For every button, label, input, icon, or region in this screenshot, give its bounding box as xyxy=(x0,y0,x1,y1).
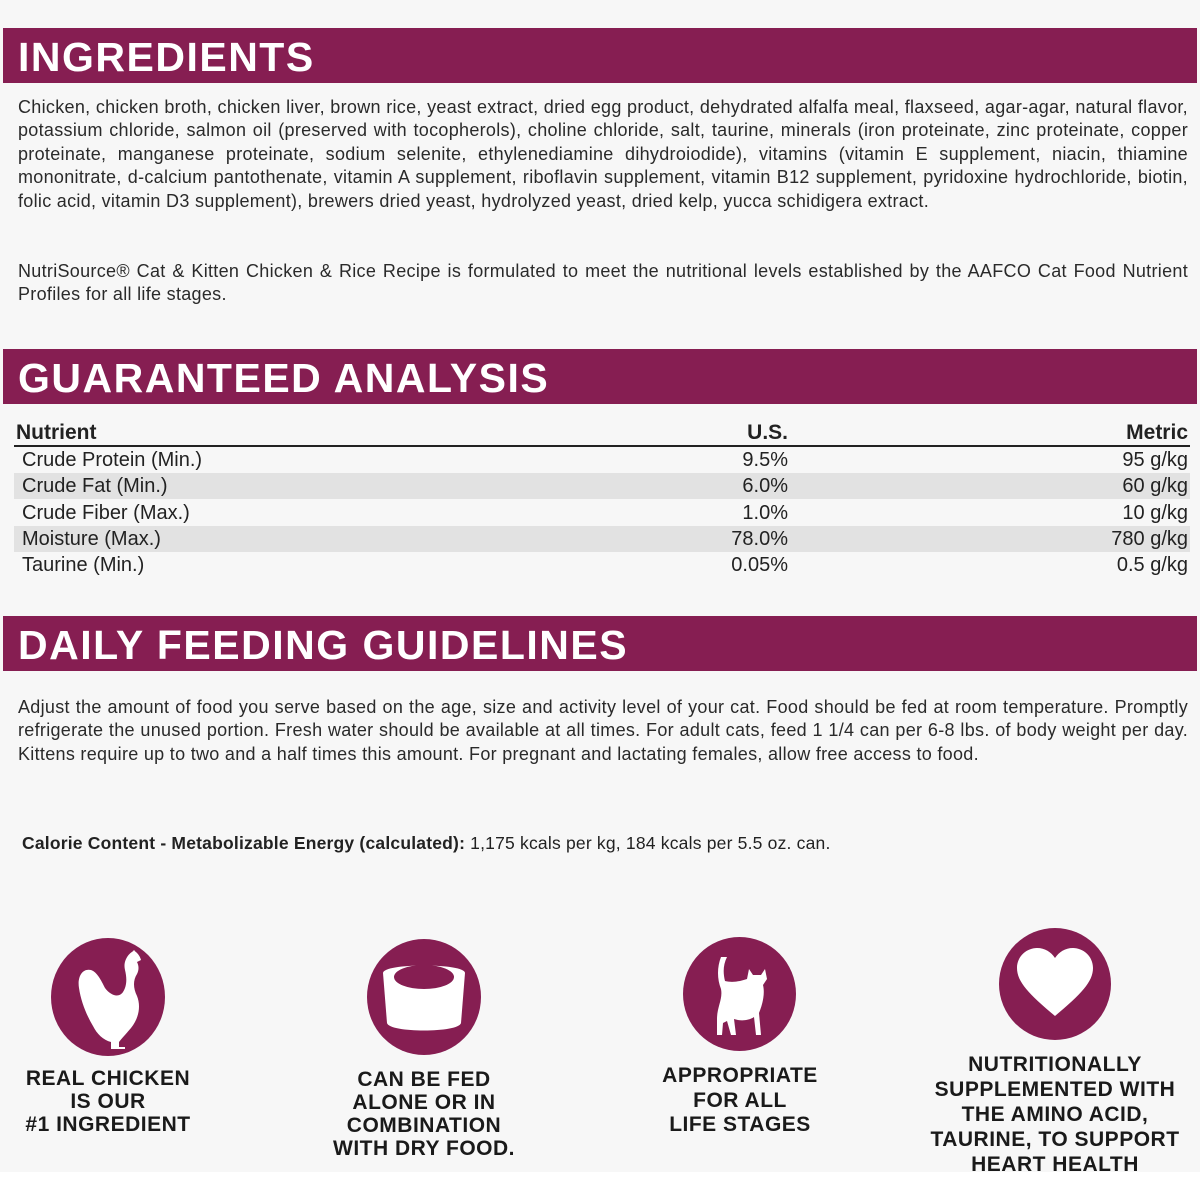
analysis-table: Nutrient U.S. Metric Crude Protein (Min.… xyxy=(14,418,1190,579)
bowl-icon xyxy=(367,939,481,1055)
label-line: APPROPRIATE xyxy=(662,1064,818,1087)
feature-label-chicken: REAL CHICKEN IS OUR #1 INGREDIENT xyxy=(0,1067,258,1136)
feeding-text: Adjust the amount of food you serve base… xyxy=(18,697,1188,764)
label-line: WITH DRY FOOD. xyxy=(333,1137,515,1160)
calorie-value: 1,175 kcals per kg, 184 kcals per 5.5 oz… xyxy=(465,833,831,853)
metric-value: 0.5 g/kg xyxy=(1116,554,1188,577)
table-header: Nutrient U.S. Metric xyxy=(14,418,1190,447)
calorie-label: Calorie Content - Metabolizable Energy (… xyxy=(22,833,466,853)
col-us: U.S. xyxy=(440,418,790,447)
feature-label-heart: NUTRITIONALLY SUPPLEMENTED WITH THE AMINO … xyxy=(905,1052,1200,1177)
nutrient-name: Taurine (Min.) xyxy=(22,554,145,577)
feature-label-bowl: CAN BE FED ALONE OR IN COMBINATION WITH DRY… xyxy=(274,1068,574,1160)
cat-icon xyxy=(683,937,796,1051)
label-line: LIFE STAGES xyxy=(669,1113,811,1136)
nutrient-name: Crude Fat (Min.) xyxy=(14,473,440,500)
label-line: NUTRITIONALLY xyxy=(968,1053,1142,1076)
table-row: Crude Fiber (Max.) 1.0% 10 g/kg xyxy=(14,499,1190,525)
analysis-heading: GUARANTEED ANALYSIS xyxy=(3,349,1197,404)
label-line: REAL CHICKEN xyxy=(25,1067,191,1090)
label-line: HEART HEALTH xyxy=(971,1153,1139,1176)
feeding-heading: DAILY FEEDING GUIDELINES xyxy=(3,616,1197,671)
aafco-statement: NutriSource® Cat & Kitten Chicken & Rice… xyxy=(18,261,1188,305)
metric-value: 780 g/kg xyxy=(790,525,1190,553)
label-line: TAURINE, TO SUPPORT xyxy=(930,1128,1180,1151)
label-line: IS OUR xyxy=(70,1090,146,1113)
label-line: SUPPLEMENTED WITH xyxy=(934,1078,1176,1101)
feature-label-cat: APPROPRIATE FOR ALL LIFE STAGES xyxy=(590,1064,890,1138)
label-line: THE AMINO ACID, xyxy=(961,1103,1149,1126)
col-metric: Metric xyxy=(790,418,1190,447)
metric-value: 60 g/kg xyxy=(790,473,1190,500)
us-value: 6.0% xyxy=(440,473,790,500)
calorie-content: Calorie Content - Metabolizable Energy (… xyxy=(22,833,831,854)
chicken-icon xyxy=(51,938,165,1056)
label-line: ALONE OR IN xyxy=(352,1091,496,1114)
label-line: #1 INGREDIENT xyxy=(25,1113,191,1136)
nutrient-name: Crude Fiber (Max.) xyxy=(22,501,190,524)
metric-value: 95 g/kg xyxy=(1122,449,1188,471)
ingredients-heading: INGREDIENTS xyxy=(3,28,1197,83)
nutrient-name: Moisture (Max.) xyxy=(14,525,440,553)
us-value: 9.5% xyxy=(742,449,788,471)
label-line: FOR ALL xyxy=(693,1088,787,1112)
table-row: Moisture (Max.) 78.0% 780 g/kg xyxy=(14,525,1190,553)
col-nutrient: Nutrient xyxy=(14,418,440,447)
table-row: Crude Fat (Min.) 6.0% 60 g/kg xyxy=(14,473,1190,500)
us-value: 78.0% xyxy=(440,525,790,553)
us-value: 0.05% xyxy=(731,554,788,577)
nutrient-name: Crude Protein (Min.) xyxy=(22,449,203,471)
us-value: 1.0% xyxy=(742,501,788,524)
heart-icon xyxy=(999,928,1111,1040)
metric-value: 10 g/kg xyxy=(1122,501,1188,524)
label-line: COMBINATION xyxy=(346,1114,502,1137)
table-row: Taurine (Min.) 0.05% 0.5 g/kg xyxy=(14,552,1190,578)
label-line: CAN BE FED xyxy=(357,1068,491,1091)
table-row: Crude Protein (Min.) 9.5% 95 g/kg xyxy=(14,446,1190,473)
ingredients-text: Chicken, chicken broth, chicken liver, b… xyxy=(18,97,1188,211)
product-info-page: INGREDIENTS Chicken, chicken broth, chic… xyxy=(0,28,1197,1176)
